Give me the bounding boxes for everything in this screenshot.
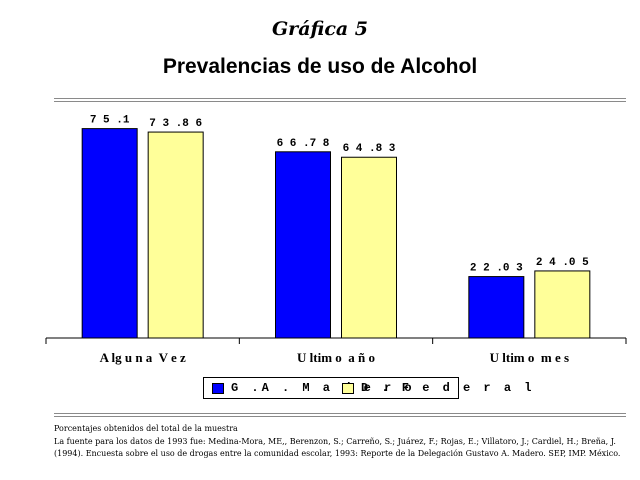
data-label-series-1: 7 5 .1 xyxy=(90,115,130,127)
bottom-divider xyxy=(54,413,626,417)
bar-series-1 xyxy=(81,128,138,339)
bar-series-2 xyxy=(341,156,397,339)
data-label-series-2: 7 3 .8 6 xyxy=(149,118,202,130)
legend-swatch-series-1 xyxy=(212,382,224,394)
footnote-source-2: (1994). Encuesta sobre el uso de drogas … xyxy=(54,449,621,458)
bar-series-2 xyxy=(534,270,591,339)
legend-swatch-series-2 xyxy=(342,382,354,394)
bar-series-2 xyxy=(147,131,204,339)
legend-label-series-1: G .A . M a d e r o xyxy=(231,381,415,395)
footnote-source-1: La fuente para los datos de 1993 fue: Me… xyxy=(54,437,616,446)
bar-series-1 xyxy=(275,151,331,339)
x-axis-category-label: U ltim o m e s xyxy=(490,350,569,365)
chart-title: Prevalencias de uso de Alcohol xyxy=(162,55,478,78)
data-label-series-1: 2 2 .0 3 xyxy=(470,263,523,275)
x-axis-category-label: U ltim o a ñ o xyxy=(297,350,375,365)
data-label-series-2: 2 4 .0 5 xyxy=(536,257,589,269)
bar-series-1 xyxy=(468,276,525,339)
data-label-series-2: 6 4 .8 3 xyxy=(343,143,396,155)
data-label-series-1: 6 6 .7 8 xyxy=(277,138,330,150)
legend-item-series-1: G .A . M a d e r o xyxy=(212,381,415,395)
footnote-sample: Porcentajes obtenidos del total de la mu… xyxy=(54,424,238,433)
top-divider xyxy=(54,98,626,102)
legend-label-series-2: D . F e d e r a l xyxy=(361,381,535,395)
x-axis-category-label: A lg u n a V e z xyxy=(100,350,186,365)
chart-number-label: Gráfica 5 xyxy=(271,18,369,40)
chart-legend: G .A . M a d e r o D . F e d e r a l xyxy=(203,377,531,399)
legend-item-series-2: D . F e d e r a l xyxy=(342,381,534,395)
